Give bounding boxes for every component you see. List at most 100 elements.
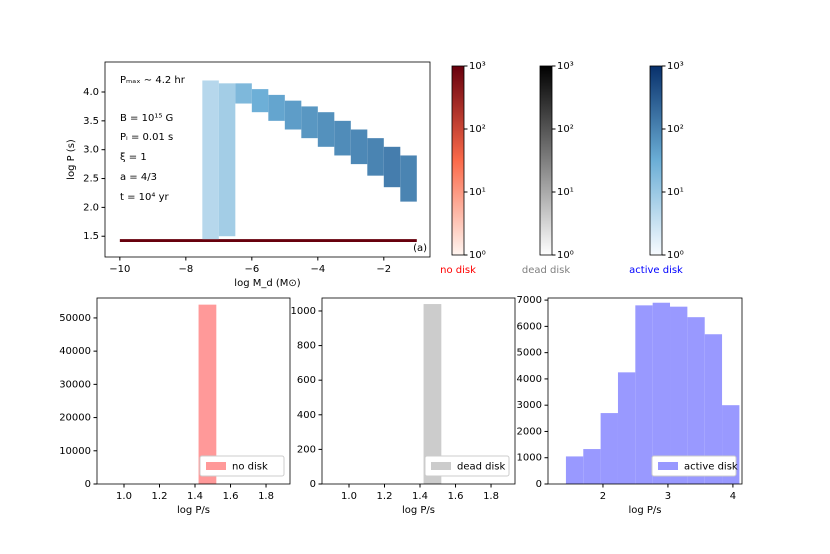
- y-tick-label: 6000: [517, 321, 542, 332]
- legend-box: [199, 455, 285, 477]
- annotation: ξ = 1: [120, 152, 147, 163]
- heat-cell: [268, 94, 285, 121]
- hist-bar: [565, 456, 584, 484]
- colorbar: [451, 65, 465, 256]
- y-tick-label: 1000: [517, 453, 542, 464]
- y-tick-label: 600: [297, 375, 316, 386]
- y-tick-label: 7000: [517, 295, 542, 306]
- legend-box: [651, 455, 737, 477]
- colorbar-tick-label: 10²: [469, 124, 486, 135]
- hist-bar: [704, 334, 723, 484]
- hist-bar: [583, 449, 601, 484]
- hist-bar: [423, 304, 442, 484]
- x-tick-label: 1.4: [412, 491, 428, 502]
- legend-label: no disk: [232, 462, 268, 473]
- y-tick-label: 800: [297, 341, 316, 352]
- y-tick-label: 3.0: [83, 145, 99, 156]
- hist-bar: [670, 306, 688, 484]
- axes-frame: [321, 297, 516, 485]
- y-tick-label: 1000: [291, 306, 316, 317]
- x-tick-label: 1.6: [448, 491, 464, 502]
- colorbar-tick-label: 10²: [557, 124, 574, 135]
- x-tick-label: −4: [310, 264, 325, 275]
- heat-cell: [383, 146, 401, 188]
- hist-bar: [600, 413, 618, 484]
- colorbar-label: no disk: [440, 265, 476, 276]
- x-tick-label: 1.2: [377, 491, 393, 502]
- x-tick-label: 1.0: [116, 491, 132, 502]
- legend-swatch: [206, 462, 226, 470]
- colorbar-label: dead disk: [522, 265, 570, 276]
- y-tick-label: 40000: [59, 346, 91, 357]
- y-tick-label: 2.0: [83, 202, 99, 213]
- colorbar-tick-label: 10³: [469, 61, 486, 72]
- hist-bar: [652, 302, 671, 484]
- colorbar-tick-label: 10¹: [557, 187, 574, 198]
- y-tick-label: 30000: [59, 379, 91, 390]
- y-tick-label: 2.5: [83, 174, 99, 185]
- x-tick-label: −10: [109, 264, 130, 275]
- heat-cell: [367, 138, 384, 176]
- heat-cell: [400, 155, 417, 202]
- y-axis-label: log P (s): [66, 139, 77, 180]
- y-tick-label: 10000: [59, 446, 91, 457]
- y-tick-label: 50000: [59, 313, 91, 324]
- colorbar-tick-label: 10²: [667, 124, 684, 135]
- x-tick-label: 4: [730, 491, 736, 502]
- heat-cell: [218, 83, 236, 237]
- x-tick-label: 1.6: [223, 491, 239, 502]
- x-tick-label: −8: [178, 264, 193, 275]
- x-tick-label: 2: [600, 491, 606, 502]
- colorbar-tick-label: 10³: [557, 61, 574, 72]
- y-tick-label: 4.0: [83, 87, 99, 98]
- y-tick-label: 200: [297, 444, 316, 455]
- colorbar-tick-label: 10⁰: [469, 250, 486, 261]
- x-axis-label: log M_d (M⊙): [234, 278, 300, 289]
- heat-cell: [350, 129, 368, 165]
- heat-cell: [301, 106, 318, 139]
- colorbar-tick-label: 10⁰: [667, 250, 684, 261]
- heat-cell: [202, 80, 219, 240]
- y-tick-label: 1.5: [83, 231, 99, 242]
- annotation: Pᵢ = 0.01 s: [120, 132, 173, 143]
- legend-swatch: [658, 462, 678, 470]
- hist-bar: [687, 317, 705, 484]
- heat-cell: [119, 239, 417, 242]
- hist-bar: [198, 304, 217, 484]
- axes-frame: [96, 297, 291, 485]
- heat-cell: [235, 83, 252, 104]
- y-tick-label: 5000: [517, 348, 542, 359]
- y-tick-label: 4000: [517, 374, 542, 385]
- colorbar-tick-label: 10¹: [667, 187, 684, 198]
- y-tick-label: 20000: [59, 413, 91, 424]
- legend-box: [424, 455, 510, 477]
- heat-cell: [334, 120, 351, 156]
- x-axis-label: log P/s: [628, 505, 661, 516]
- x-tick-label: −6: [244, 264, 259, 275]
- y-tick-label: 0: [85, 479, 91, 490]
- annotation: a = 4/3: [120, 172, 157, 183]
- annotation: Pₘₐₓ ∼ 4.2 hr: [120, 75, 186, 86]
- annotation: t = 10⁴ yr: [120, 192, 169, 203]
- y-tick-label: 0: [536, 479, 542, 490]
- y-tick-label: 0: [310, 479, 316, 490]
- colorbar: [649, 65, 663, 256]
- legend-label: dead disk: [457, 462, 505, 473]
- axes-frame: [547, 297, 743, 485]
- colorbar-tick-label: 10³: [667, 61, 684, 72]
- x-axis-label: log P/s: [402, 505, 435, 516]
- x-tick-label: 1.0: [341, 491, 357, 502]
- hist-bar: [635, 305, 653, 484]
- heat-cell: [317, 112, 335, 147]
- hist-bar: [617, 372, 636, 484]
- annotation: B = 10¹⁵ G: [120, 113, 173, 124]
- colorbar-tick-label: 10¹: [469, 187, 486, 198]
- colorbar: [539, 65, 553, 256]
- heat-cell: [284, 100, 302, 130]
- axes-frame: [104, 61, 431, 258]
- y-tick-label: 3000: [517, 400, 542, 411]
- y-tick-label: 2000: [517, 426, 542, 437]
- x-tick-label: 3: [665, 491, 671, 502]
